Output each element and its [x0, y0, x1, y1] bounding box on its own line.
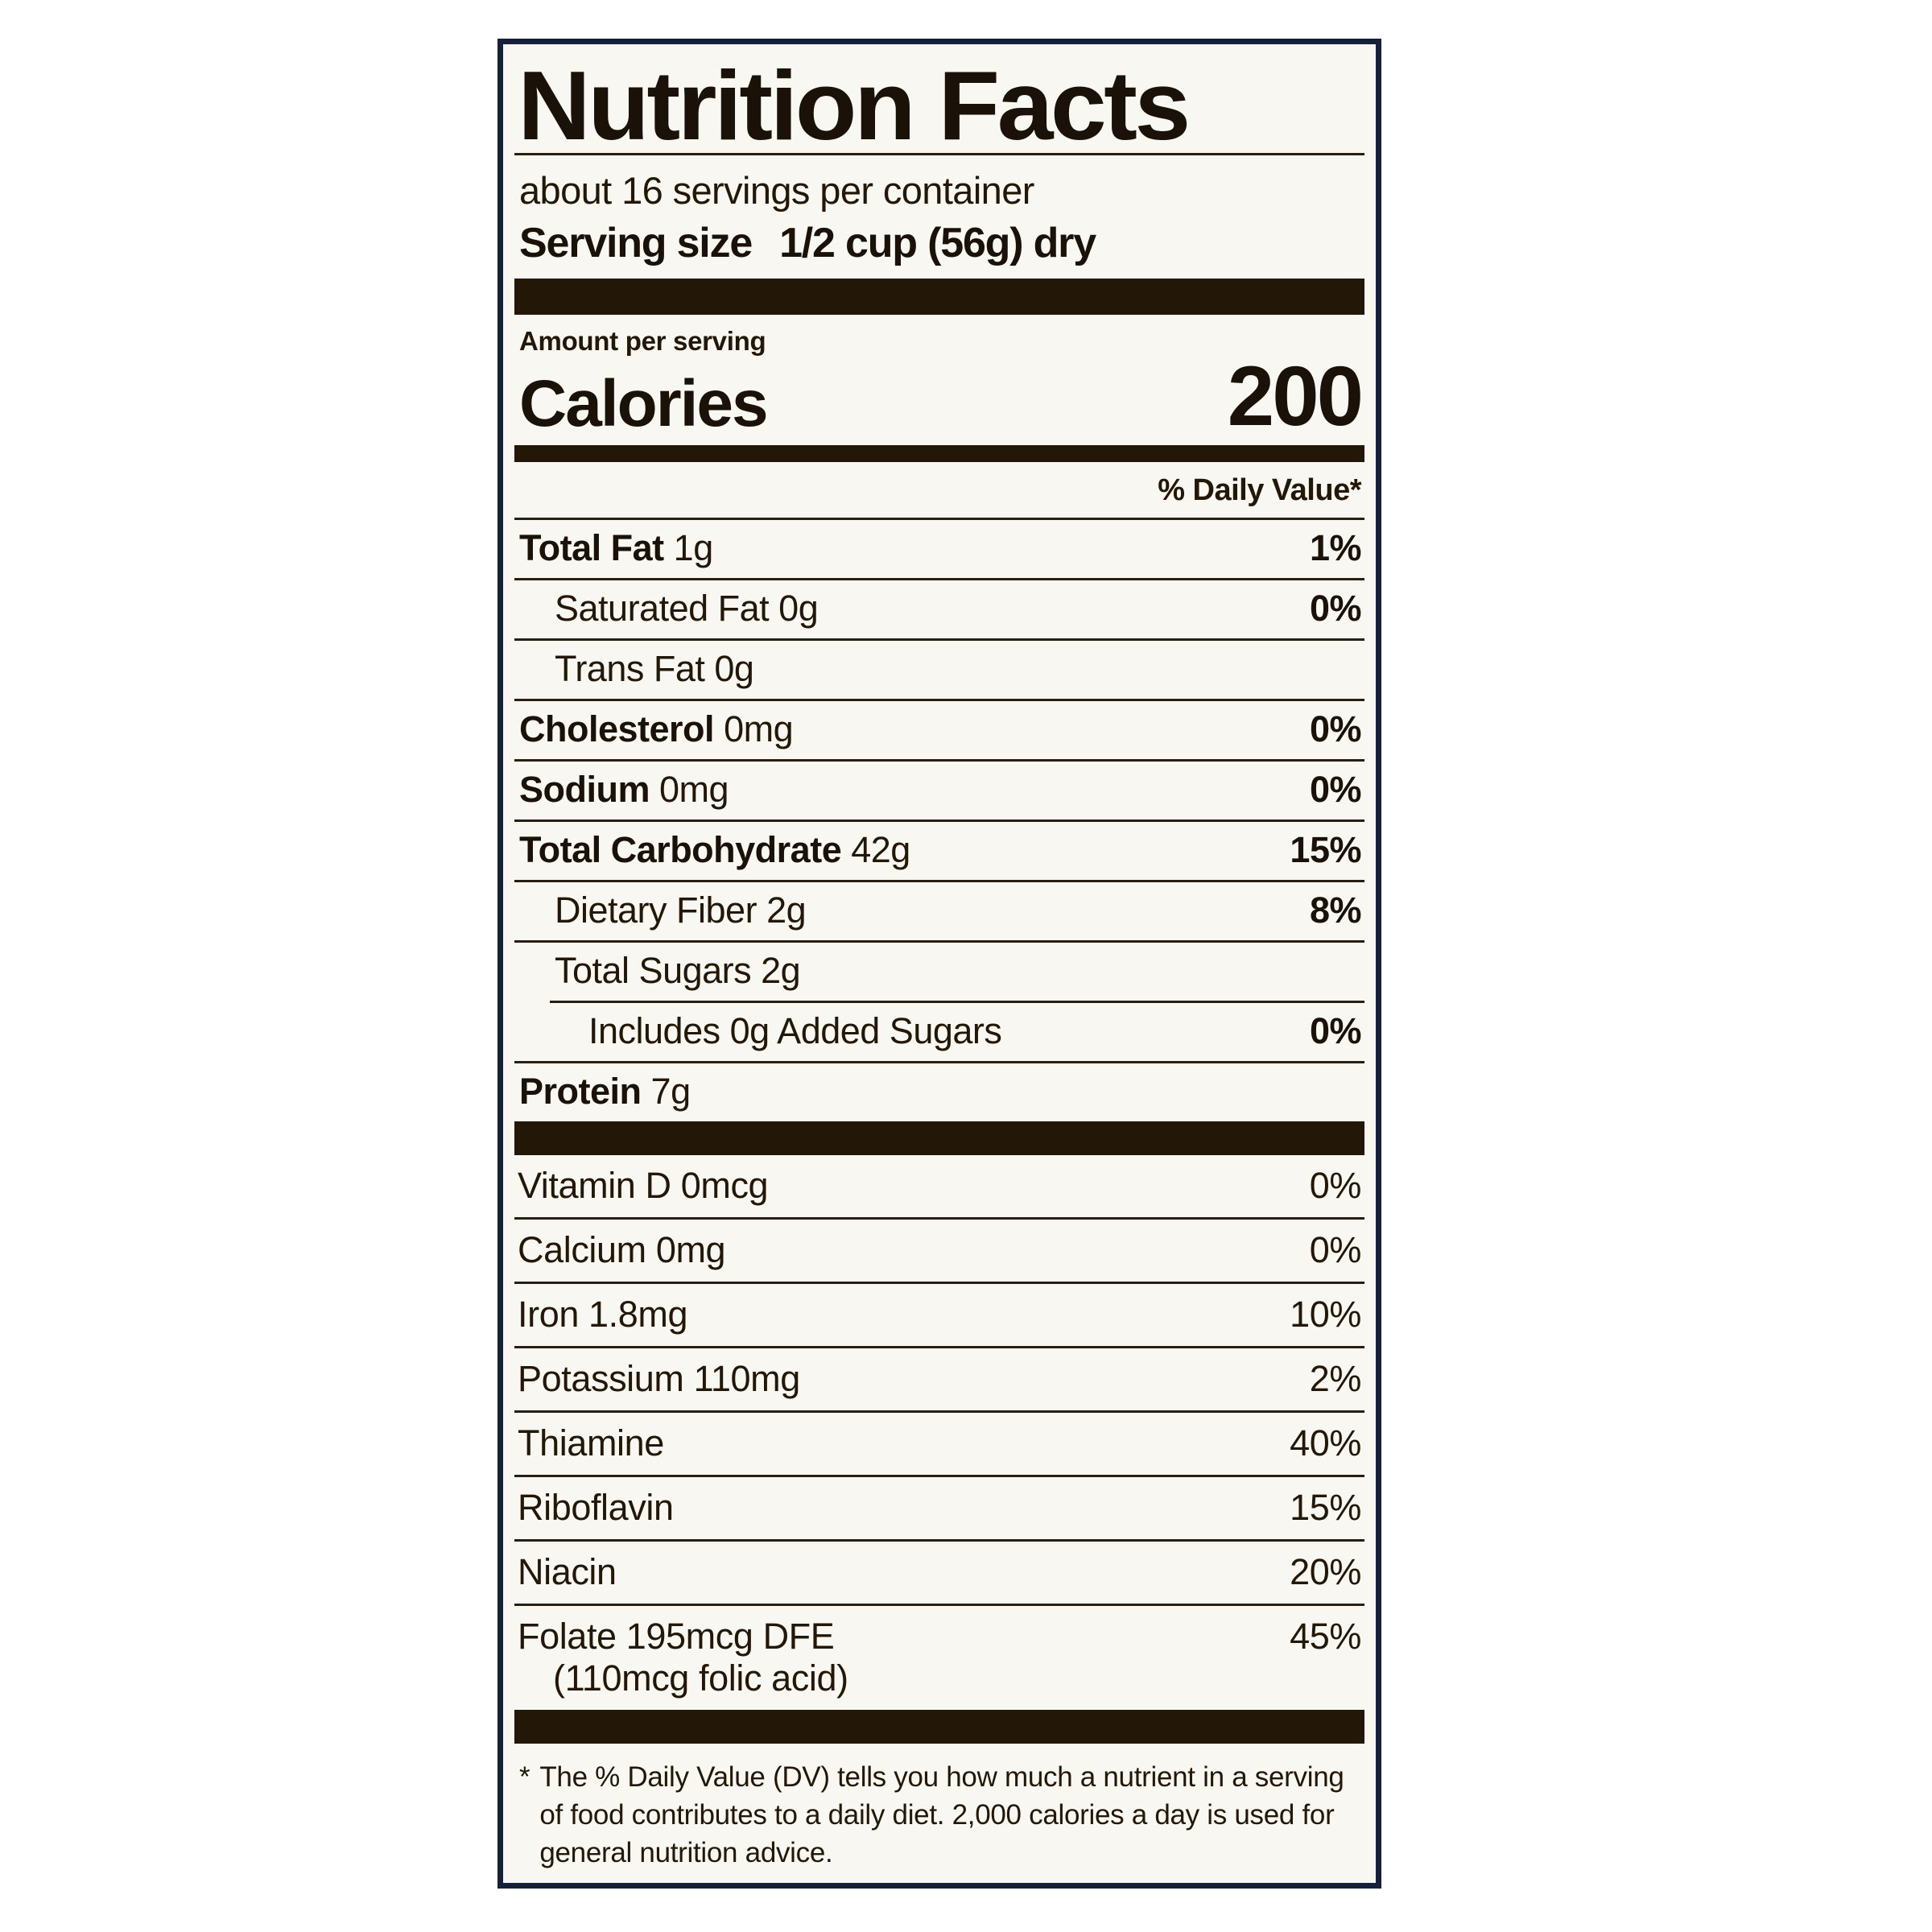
rule-above-total-carbohydrate [514, 819, 1364, 822]
vitamin-dv: 0% [1309, 1164, 1362, 1206]
rule-above-calcium [514, 1216, 1364, 1220]
rule-above-saturated-fat [514, 577, 1364, 580]
table-row: Saturated Fat 0g 0% [514, 580, 1364, 638]
nutrient-dv: 0% [1309, 708, 1362, 749]
nutrient-dv: 0% [1309, 768, 1362, 810]
table-row: Cholesterol 0mg 0% [514, 701, 1364, 759]
table-row: Total Fat 1g 1% [514, 520, 1364, 578]
servings-per-container: about 16 servings per container [519, 169, 1034, 213]
bar-under-protein [514, 1121, 1364, 1155]
bar-under-serving-size [514, 279, 1364, 316]
nutrient-name: Protein 7g [519, 1070, 691, 1112]
vitamin-name: Vitamin D 0mcg [518, 1164, 769, 1206]
nutrient-name: Total Fat 1g [519, 526, 713, 568]
serving-size-row: Serving size 1/2 cup (56g) dry [514, 213, 1364, 279]
rule-above-cholesterol [514, 698, 1364, 701]
page-title: Nutrition Facts [518, 51, 1191, 160]
list-item: Riboflavin 15% [514, 1477, 1364, 1539]
nutrition-facts-label: Nutrition Facts about 16 servings per co… [497, 39, 1381, 1889]
rule-above-potassium [514, 1345, 1364, 1348]
nutrient-dv: 0% [1309, 1009, 1362, 1051]
nutrient-name: Trans Fat 0g [555, 647, 754, 689]
nutrient-dv: 8% [1309, 889, 1362, 931]
vitamin-name: Folate 195mcg DFE [518, 1615, 835, 1657]
footnote-text: The % Daily Value (DV) tells you how muc… [539, 1761, 1344, 1869]
serving-size-value: 1/2 cup (56g) dry [779, 220, 1096, 267]
calories-label: Calories [519, 366, 769, 440]
rule-above-iron [514, 1281, 1364, 1284]
nutrient-name: Dietary Fiber 2g [555, 889, 807, 931]
nutrient-dv: 1% [1309, 526, 1362, 568]
list-item: Calcium 0mg 0% [514, 1220, 1364, 1282]
daily-value-header: % Daily Value* [1158, 473, 1361, 507]
nutrient-name: Cholesterol 0mg [519, 708, 794, 749]
rule-above-protein [514, 1060, 1364, 1063]
serving-size-label: Serving size [519, 220, 753, 267]
vitamin-dv: 2% [1309, 1357, 1362, 1399]
calories-row: Calories 200 [514, 349, 1364, 445]
vitamin-name: Niacin [518, 1550, 617, 1592]
nutrient-dv: 0% [1309, 587, 1362, 629]
list-item: Iron 1.8mg 10% [514, 1284, 1364, 1346]
rule-above-total-sugars [514, 939, 1364, 943]
vitamin-name: Potassium 110mg [518, 1357, 800, 1399]
rule-above-riboflavin [514, 1474, 1364, 1477]
vitamin-dv: 10% [1290, 1293, 1361, 1335]
nutrient-name: Total Carbohydrate 42g [519, 828, 910, 870]
nutrient-name: Saturated Fat 0g [555, 587, 819, 629]
footnote: * The % Daily Value (DV) tells you how m… [514, 1744, 1364, 1872]
vitamin-name: Riboflavin [518, 1486, 674, 1528]
rule-above-dietary-fiber [514, 879, 1364, 882]
bar-under-calories [514, 444, 1364, 462]
rule-above-added-sugars [550, 1000, 1364, 1003]
vitamin-dv: 45% [1290, 1615, 1361, 1657]
rule-above-thiamine [514, 1410, 1364, 1413]
label-inner: Nutrition Facts about 16 servings per co… [503, 56, 1376, 1883]
list-item: Vitamin D 0mcg 0% [514, 1155, 1364, 1217]
rule-above-total-fat [514, 517, 1364, 520]
rule-above-trans-fat [514, 638, 1364, 641]
amount-per-serving-label: Amount per serving [519, 326, 766, 357]
nutrient-name: Includes 0g Added Sugars [588, 1009, 1002, 1051]
rule-above-niacin [514, 1538, 1364, 1542]
list-item: Thiamine 40% [514, 1413, 1364, 1475]
nutrient-name: Sodium 0mg [519, 768, 729, 810]
vitamin-dv: 20% [1290, 1550, 1361, 1592]
vitamin-name: Calcium 0mg [518, 1228, 726, 1270]
rule-above-sodium [514, 758, 1364, 762]
vitamin-name: Thiamine [518, 1422, 664, 1463]
table-row: Dietary Fiber 2g 8% [514, 882, 1364, 940]
list-item: Potassium 110mg 2% [514, 1348, 1364, 1410]
footnote-asterisk: * [519, 1761, 530, 1793]
list-item: Niacin 20% [514, 1542, 1364, 1604]
folate-subtext: (110mcg folic acid) [553, 1657, 848, 1699]
rule-above-folate [514, 1603, 1364, 1606]
vitamin-dv: 15% [1290, 1486, 1361, 1528]
vitamin-name: Iron 1.8mg [518, 1293, 688, 1335]
table-row: Protein 7g [514, 1063, 1364, 1121]
vitamin-dv: 0% [1309, 1228, 1362, 1270]
nutrient-name: Total Sugars 2g [555, 949, 801, 991]
table-row: Total Sugars 2g [514, 943, 1364, 1001]
table-row: Sodium 0mg 0% [514, 762, 1364, 819]
calories-value: 200 [1227, 349, 1364, 444]
bar-above-footnote [514, 1709, 1364, 1744]
vitamin-dv: 40% [1290, 1422, 1361, 1463]
table-row: Total Carbohydrate 42g 15% [514, 822, 1364, 880]
table-row: Trans Fat 0g [514, 641, 1364, 699]
table-row: Includes 0g Added Sugars 0% [514, 1003, 1364, 1061]
nutrient-dv: 15% [1290, 828, 1361, 870]
rule-under-title [514, 153, 1364, 156]
list-item: Folate 195mcg DFE 45% [514, 1606, 1364, 1657]
